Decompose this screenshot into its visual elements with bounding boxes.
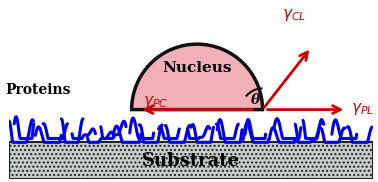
Text: Substrate: Substrate (142, 152, 240, 170)
Text: θ: θ (251, 93, 260, 107)
Bar (9, 142, 373, 179)
Text: $\gamma_{PC}$: $\gamma_{PC}$ (143, 94, 168, 110)
Text: Proteins: Proteins (6, 83, 71, 97)
Text: $\gamma_{PL}$: $\gamma_{PL}$ (351, 101, 374, 117)
Text: Nucleus: Nucleus (162, 61, 232, 75)
Text: $\gamma_{CL}$: $\gamma_{CL}$ (282, 7, 305, 23)
Wedge shape (132, 44, 263, 110)
